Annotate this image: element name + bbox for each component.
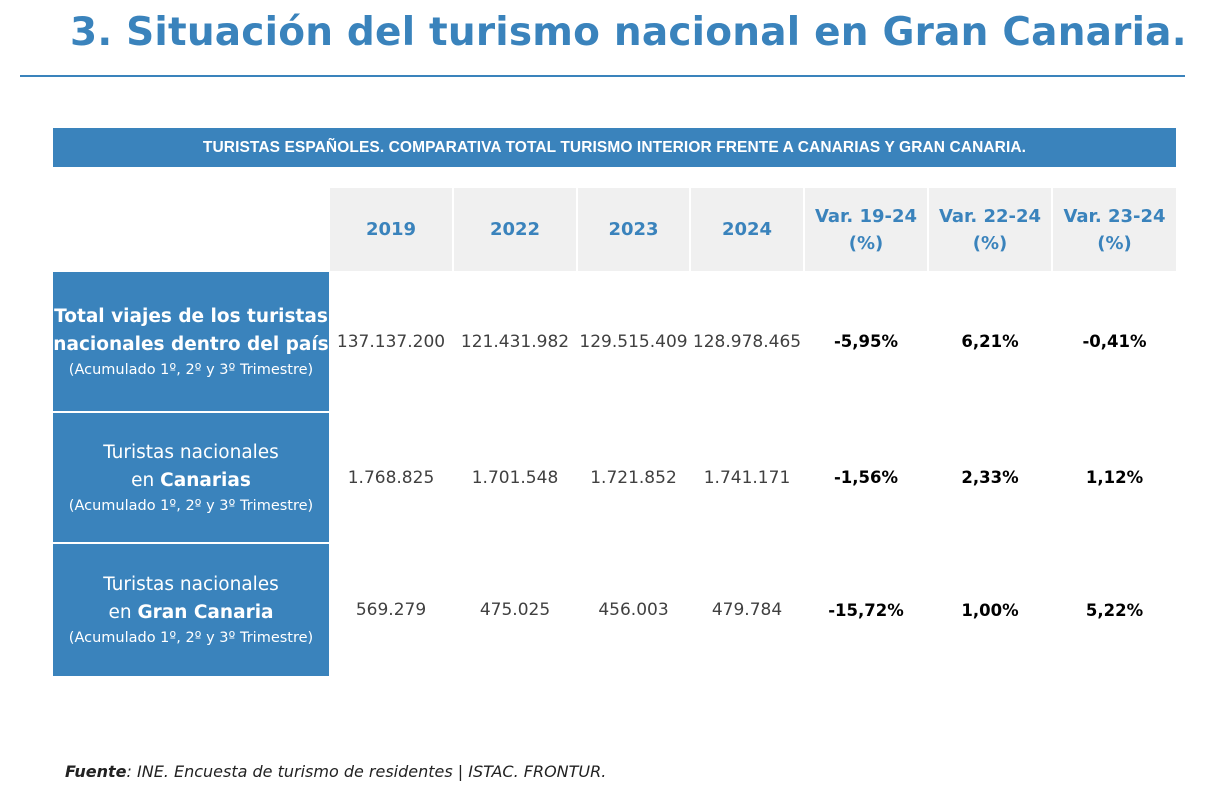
column-header-2023: 2023 xyxy=(578,188,689,271)
table-cell-pct: -5,95% xyxy=(833,332,899,351)
column-header-unit: (%) xyxy=(972,232,1008,254)
column-header-label: Var. 22-24 xyxy=(938,205,1042,227)
row-header-place: Canarias xyxy=(160,469,251,491)
column-header-label: Var. 19-24 xyxy=(814,205,918,227)
row-header-subtitle: (Acumulado 1º, 2º y 3º Trimestre) xyxy=(68,361,314,378)
table-cell: 569.279 xyxy=(355,600,427,620)
column-header-label: 2019 xyxy=(365,219,417,240)
row-header-total-pais: Total viajes de los turistas nacionales … xyxy=(53,272,329,411)
column-header-label: Var. 23-24 xyxy=(1063,205,1166,227)
table-cell-pct: -1,56% xyxy=(833,468,899,487)
row-header-line1: Total viajes de los turistas xyxy=(54,305,328,327)
column-header-unit: (%) xyxy=(1097,232,1132,254)
table-cell-pct: 1,00% xyxy=(961,600,1019,620)
column-header-2022: 2022 xyxy=(454,188,576,271)
column-header-var-23-24: Var. 23-24 (%) xyxy=(1053,188,1176,271)
table-cell: 1.721.852 xyxy=(590,467,677,488)
table-cell-pct: 2,33% xyxy=(961,468,1019,487)
row-header-place: Gran Canaria xyxy=(137,602,274,623)
table-cell-pct: -15,72% xyxy=(828,600,904,620)
row-header-line2: nacionales dentro del país xyxy=(53,333,329,355)
title-divider xyxy=(20,75,1185,77)
column-header-label: 2024 xyxy=(721,219,773,240)
table-cell: 475.025 xyxy=(479,600,551,620)
source-note: Fuente: INE. Encuesta de turismo de resi… xyxy=(65,762,606,781)
table-cell-pct: 5,22% xyxy=(1085,600,1144,620)
row-header-subtitle: (Acumulado 1º, 2º y 3º Trimestre) xyxy=(68,497,314,514)
column-header-var-22-24: Var. 22-24 (%) xyxy=(929,188,1051,271)
table-cell: 1.741.171 xyxy=(703,467,791,488)
row-header-canarias: Turistas nacionales en Canarias (Acumula… xyxy=(53,413,329,542)
table-cell: 137.137.200 xyxy=(336,331,446,352)
table-cell: 129.515.409 xyxy=(579,331,688,352)
table-cell: 1.768.825 xyxy=(347,467,435,488)
row-header-prefix: en xyxy=(131,469,161,491)
source-text: : INE. Encuesta de turismo de residentes… xyxy=(126,762,607,781)
table-cell-pct: 1,12% xyxy=(1085,468,1144,487)
page-title: 3. Situación del turismo nacional en Gra… xyxy=(70,10,1187,55)
table-cell: 121.431.982 xyxy=(460,331,570,352)
table-cell: 479.784 xyxy=(711,600,783,620)
column-header-2019: 2019 xyxy=(330,188,452,271)
row-header-line2: en Gran Canaria xyxy=(108,599,273,627)
table-cell: 456.003 xyxy=(598,600,669,620)
column-header-var-19-24: Var. 19-24 (%) xyxy=(805,188,927,271)
row-header-line2: en Canarias xyxy=(131,467,251,495)
table-banner: TURISTAS ESPAÑOLES. COMPARATIVA TOTAL TU… xyxy=(53,128,1176,167)
row-header-prefix: en xyxy=(108,602,138,623)
row-header-line1: Turistas nacionales xyxy=(103,441,279,463)
column-header-unit: (%) xyxy=(848,232,884,254)
table-cell-pct: -0,41% xyxy=(1082,332,1147,351)
row-header-subtitle: (Acumulado 1º, 2º y 3º Trimestre) xyxy=(68,630,314,646)
row-header-gran-canaria: Turistas nacionales en Gran Canaria (Acu… xyxy=(53,544,329,676)
column-header-label: 2022 xyxy=(489,219,541,240)
table-cell-pct: 6,21% xyxy=(961,332,1019,351)
row-header-line1: Turistas nacionales xyxy=(103,574,279,595)
column-header-2024: 2024 xyxy=(691,188,803,271)
table-cell: 128.978.465 xyxy=(692,331,802,352)
source-label: Fuente xyxy=(65,762,127,781)
table-cell: 1.701.548 xyxy=(471,467,559,488)
column-header-label: 2023 xyxy=(608,219,659,240)
